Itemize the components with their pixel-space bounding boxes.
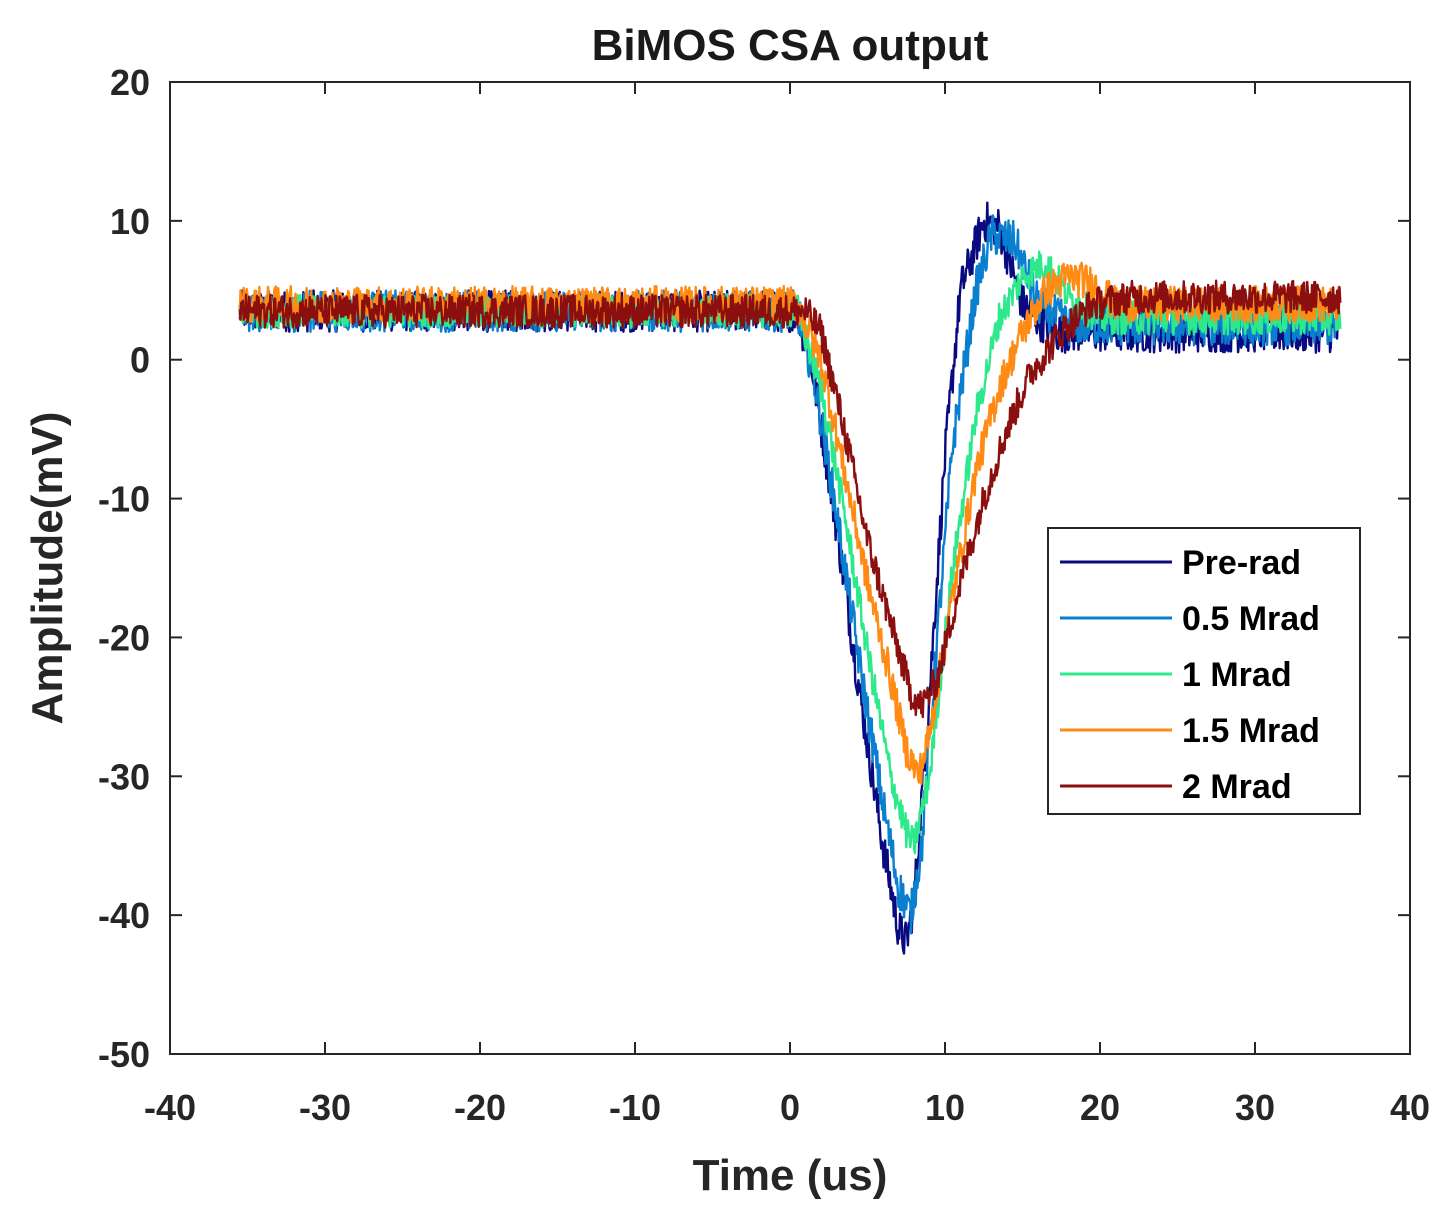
legend-label-2: 1 Mrad (1182, 656, 1292, 694)
ticks-layer: -40 -30 -20 -10 0 10 20 30 40 -50 -40 -30 -20 -10 0 10 2… (98, 62, 1430, 1128)
y-tick-label: 10 (110, 201, 150, 242)
legend-label-4: 2 Mrad (1182, 768, 1292, 806)
y-tick-label: -20 (98, 617, 150, 658)
legend-label-1: 0.5 Mrad (1182, 600, 1320, 638)
y-tick-label: -30 (98, 756, 150, 797)
x-tick-label: -20 (454, 1087, 506, 1128)
y-axis-label: Amplitude(mV) (23, 412, 72, 725)
y-tick-label: -10 (98, 479, 150, 520)
y-tick-label: 0 (130, 340, 150, 381)
x-axis-label: Time (us) (693, 1151, 888, 1200)
x-tick-label: -10 (609, 1087, 661, 1128)
x-tick-label: 10 (925, 1087, 965, 1128)
series-line-4 (238, 279, 1342, 719)
y-tick-label: 20 (110, 62, 150, 103)
legend-label-0: Pre-rad (1182, 544, 1301, 582)
series-layer (238, 201, 1342, 955)
x-tick-label: -30 (299, 1087, 351, 1128)
legend: Pre-rad 0.5 Mrad 1 Mrad 1.5 Mrad 2 Mrad (1047, 527, 1361, 815)
legend-label-3: 1.5 Mrad (1182, 712, 1320, 750)
x-tick-label: 20 (1080, 1087, 1120, 1128)
y-tick-label: -50 (98, 1034, 150, 1075)
x-tick-label: -40 (144, 1087, 196, 1128)
x-tick-label: 40 (1390, 1087, 1430, 1128)
x-tick-label: 30 (1235, 1087, 1275, 1128)
legend-entries: Pre-rad 0.5 Mrad 1 Mrad 1.5 Mrad 2 Mrad (1060, 544, 1320, 806)
chart-title: BiMOS CSA output (592, 21, 989, 70)
legend-box (1047, 527, 1361, 815)
x-tick-label: 0 (780, 1087, 800, 1128)
y-tick-label: -40 (98, 895, 150, 936)
